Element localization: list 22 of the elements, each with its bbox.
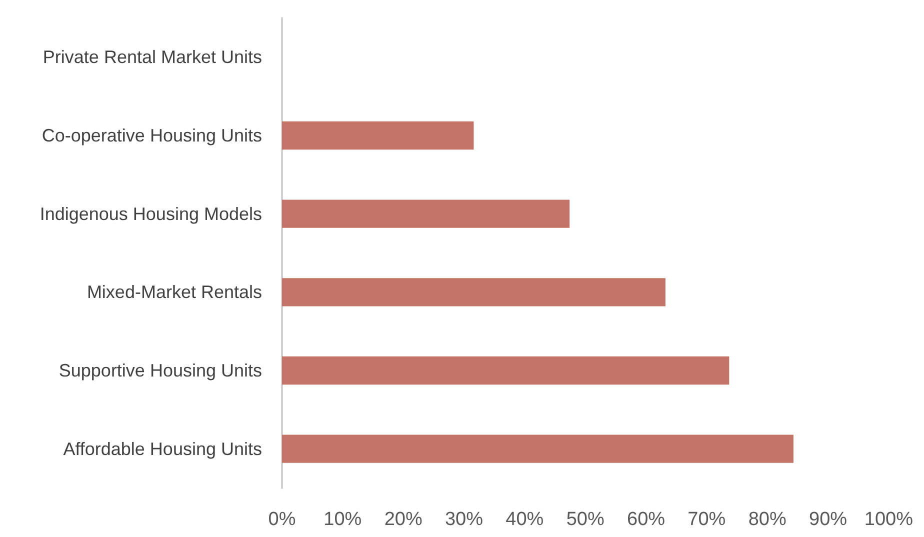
x-tick-label: 20% xyxy=(384,509,422,530)
x-tick-label: 90% xyxy=(809,509,848,530)
bar xyxy=(282,434,794,463)
x-tick-label: 40% xyxy=(506,509,544,530)
x-tick-label: 0% xyxy=(268,509,296,530)
x-tick-label: 30% xyxy=(444,509,484,530)
y-tick-label: Indigenous Housing Models xyxy=(40,204,262,224)
x-tick-label: 50% xyxy=(566,509,604,530)
bar xyxy=(282,356,730,385)
y-tick-label: Supportive Housing Units xyxy=(58,360,262,380)
bar xyxy=(282,121,474,150)
y-tick-label: Mixed-Market Rentals xyxy=(86,282,262,302)
y-tick-label: Co-operative Housing Units xyxy=(42,126,262,146)
x-tick-label: 80% xyxy=(748,509,786,530)
x-tick-label: 100% xyxy=(864,509,914,530)
y-tick-label: Affordable Housing Units xyxy=(63,438,262,459)
bar xyxy=(282,278,666,306)
x-tick-label: 10% xyxy=(324,509,362,530)
y-tick-label: Private Rental Market Units xyxy=(42,47,262,68)
bar xyxy=(282,200,570,228)
x-tick-label: 70% xyxy=(688,509,726,530)
x-tick-label: 60% xyxy=(627,509,666,530)
